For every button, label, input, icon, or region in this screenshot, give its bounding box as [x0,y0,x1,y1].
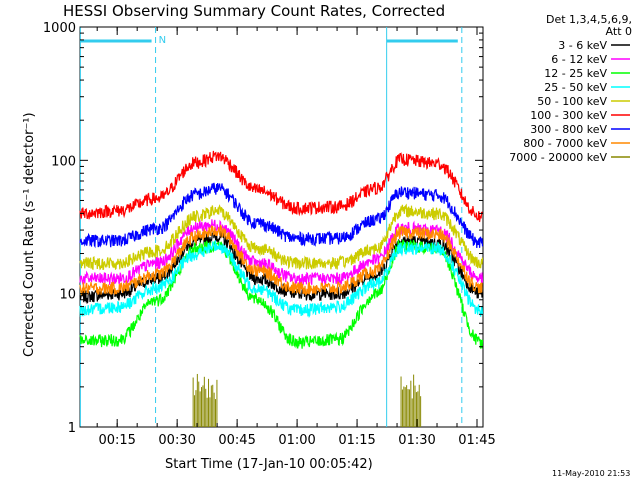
y-tick-label: 1000 [43,21,76,36]
chart-title: HESSI Observing Summary Count Rates, Cor… [63,2,445,20]
legend-entry-label: 6 - 12 keV [551,53,607,66]
series-line [79,150,484,223]
series-line [79,240,484,319]
series-line [79,219,484,287]
series-line [79,230,484,305]
y-tick-label: 1 [68,421,76,436]
series-line [79,203,484,271]
legend-header: Det 1,3,4,5,6,9, [546,13,632,26]
x-tick-label: 01:15 [338,433,375,448]
x-tick-label: 00:15 [98,433,135,448]
timestamp: 11-May-2010 21:53 [552,469,630,478]
legend-entry-label: 100 - 300 keV [530,109,607,122]
legend-entry-label: 3 - 6 keV [558,39,607,52]
legend-entry-label: 300 - 800 keV [530,123,607,136]
legend-entry-label: 800 - 7000 keV [523,137,607,150]
x-tick-label: 00:45 [218,433,255,448]
x-tick-label: 01:00 [278,433,315,448]
plot-frame [79,26,484,428]
series-spikes [192,373,422,427]
legend-entry-label: 50 - 100 keV [537,95,607,108]
y-axis-label: Corrected Count Rate (s⁻¹ detector⁻¹) [22,112,37,357]
y-tick-label: 100 [51,154,76,169]
legend-entry-label: 25 - 50 keV [544,81,607,94]
x-tick-label: 01:30 [398,433,435,448]
legend-entry-label: 7000 - 20000 keV [509,151,607,164]
legend-header: Att 0 [606,25,632,38]
x-tick-label: 01:45 [458,433,495,448]
y-tick-label: 10 [59,288,76,303]
legend-entry-label: 12 - 25 keV [544,67,607,80]
night-marker-label: N [159,35,166,46]
x-tick-label: 00:30 [158,433,195,448]
series-line [79,224,483,297]
series-line [79,182,484,249]
x-axis-label: Start Time (17-Jan-10 00:05:42) [165,457,373,472]
